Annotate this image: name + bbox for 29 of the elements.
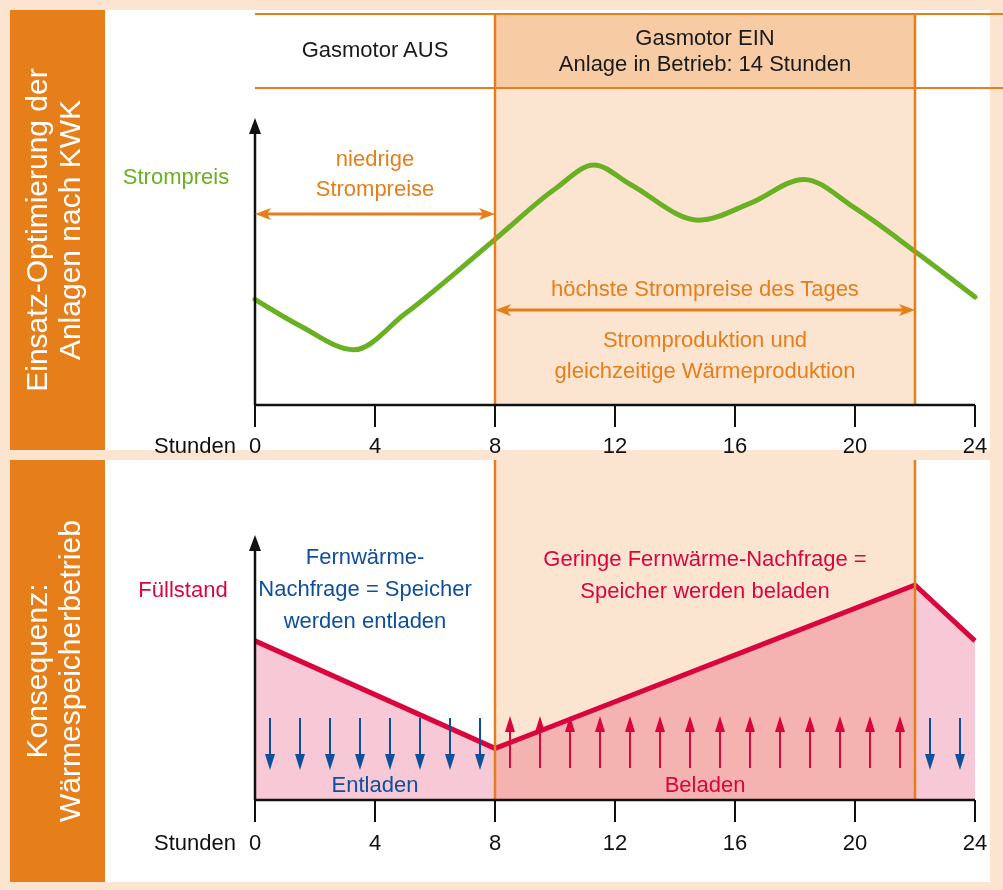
annotation: höchste Strompreise des Tages [551, 276, 859, 301]
annotation: niedrige Strompreise [315, 146, 435, 201]
x-tick-label: 12 [602, 433, 628, 458]
annotation: Entladen [331, 772, 419, 797]
x-tick-label: 0 [248, 830, 262, 855]
annotation: Stromproduktion und gleichzeitige Wärmeproduktion [554, 327, 856, 383]
x-tick-label: 20 [842, 433, 868, 458]
x-tick-label: 8 [488, 433, 502, 458]
text: Konsequenz: Wärmespeicherbetrieb [20, 520, 86, 822]
band-label: Gasmotor EIN Anlage in Betrieb: 14 Stunden [558, 25, 852, 76]
annotation: Geringe Fernwärme-Nachfrage = Speicher werden beladen [543, 546, 867, 603]
text: Einsatz-Optimierung der Anlagen nach KWK [20, 68, 86, 392]
x-tick-label: 24 [962, 433, 988, 458]
x-axis-title: Stunden [154, 433, 236, 458]
x-tick-label: 20 [842, 830, 868, 855]
x-tick-label: 4 [368, 433, 382, 458]
x-tick-label: 4 [368, 830, 382, 855]
x-tick-label: 24 [962, 830, 988, 855]
text: Gasmotor AUS [301, 37, 449, 62]
annotation: Fernwärme- Nachfrage = Speicher werden entladen [258, 544, 472, 633]
x-tick-label: 0 [248, 433, 262, 458]
y-axis-title: Strompreis [122, 164, 230, 189]
x-tick-label: 12 [602, 830, 628, 855]
annotation: Beladen [664, 772, 746, 797]
x-tick-label: 8 [488, 830, 502, 855]
y-axis-title: Füllstand [138, 577, 228, 602]
x-axis-title: Stunden [154, 830, 236, 855]
x-tick-label: 16 [722, 830, 748, 855]
x-tick-label: 16 [722, 433, 748, 458]
